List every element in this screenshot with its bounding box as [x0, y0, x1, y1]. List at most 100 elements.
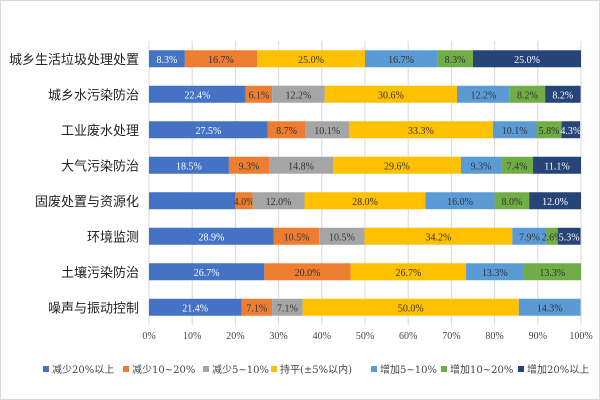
bar-segment [184, 50, 257, 68]
category-label: 固废处置与资源化 [35, 194, 139, 210]
x-tick-label: 20% [226, 331, 244, 342]
bar-segment [501, 156, 534, 174]
data-label: 8.3% [445, 55, 466, 66]
data-label: 16.0% [447, 197, 473, 208]
data-label: 20.0% [295, 268, 321, 279]
bar-segment [425, 192, 495, 210]
x-tick-label: 90% [529, 331, 547, 342]
data-label: 29.6% [384, 161, 410, 172]
bar-segment [149, 263, 265, 281]
bar-segment [252, 192, 305, 210]
x-tick-label: 80% [485, 331, 503, 342]
data-label: 8.2% [517, 90, 538, 101]
data-label: 26.7% [395, 268, 421, 279]
x-tick-label: 100% [569, 331, 592, 342]
bar-segment [272, 298, 303, 316]
bar-segment [319, 227, 365, 245]
data-label: 6.1% [249, 90, 270, 101]
data-label: 14.3% [537, 303, 563, 314]
bar-segment [457, 85, 510, 103]
data-label: 8.3% [157, 55, 178, 66]
data-label: 25.0% [514, 55, 540, 66]
data-label: 12.0% [542, 197, 568, 208]
legend-swatch [441, 366, 447, 372]
legend-label: 增加5~10% [380, 363, 437, 376]
data-label: 22.4% [184, 90, 210, 101]
bar-segment [305, 121, 350, 139]
data-label: 21.4% [182, 303, 208, 314]
data-label: 11.1% [544, 161, 569, 172]
bar-segment [149, 192, 236, 210]
data-label: 8.0% [501, 197, 522, 208]
data-label: 10.1% [502, 126, 528, 137]
data-label: 8.7% [276, 126, 297, 137]
bar-segment [149, 85, 246, 103]
data-label: 9.3% [239, 161, 260, 172]
bar-segment [269, 156, 334, 174]
bar-segment [302, 298, 519, 316]
data-label: 12.2% [286, 90, 312, 101]
data-label: 5.8% [539, 126, 560, 137]
bar-segment [264, 263, 351, 281]
legend-label: 减少5~10% [212, 364, 269, 376]
bar-segment [350, 263, 467, 281]
bar-segment [349, 121, 493, 139]
bar-segment [257, 50, 365, 68]
data-label: 33.3% [408, 126, 434, 137]
bar-segment [273, 227, 320, 245]
bar-segment [466, 263, 524, 281]
category-label: 大气污染防治 [61, 158, 139, 174]
data-label: 18.5% [176, 161, 202, 172]
data-label: 34.2% [426, 232, 452, 243]
bar-segment [494, 192, 530, 210]
bar-segment [241, 298, 273, 316]
data-label: 25.0% [298, 55, 324, 66]
bar-segment [523, 263, 581, 281]
bar-segment [228, 156, 270, 174]
data-label: 28.0% [352, 197, 378, 208]
data-label: 12.0% [266, 197, 292, 208]
category-label: 环境监测 [87, 230, 139, 245]
bar-segment [545, 85, 581, 103]
bar-segment [509, 85, 546, 103]
data-label: 12.2% [470, 90, 496, 101]
bar-segment [518, 298, 581, 316]
data-label: 16.7% [388, 55, 414, 66]
bar-segment [324, 85, 458, 103]
data-label: 16.7% [208, 55, 234, 66]
bar-segment [149, 50, 185, 68]
data-label: 13.3% [539, 268, 565, 279]
bar-segment [364, 227, 513, 245]
bar-segment [365, 50, 438, 68]
bar-segment [267, 121, 306, 139]
bar-segment [149, 227, 274, 245]
category-label: 城乡生活垃圾处理处置 [9, 53, 139, 68]
data-label: 2.6% [542, 232, 563, 243]
legend-swatch [203, 366, 209, 372]
bar-segment [460, 156, 502, 174]
legend-label: 减少20%以上 [52, 364, 114, 376]
category-label: 工业废水处理 [61, 123, 139, 139]
bar-segment [557, 227, 581, 245]
legend-label: 增加10~20% [450, 363, 513, 376]
legend-swatch [123, 366, 129, 372]
data-label: 26.7% [194, 268, 220, 279]
x-tick-label: 30% [269, 331, 287, 342]
bar-segment [473, 50, 581, 68]
bar-segment [235, 192, 253, 210]
legend-swatch [271, 366, 277, 372]
bar-segment [245, 85, 273, 103]
category-label: 城乡水污染防治 [48, 87, 139, 103]
bar-segment [149, 121, 268, 139]
legend-swatch [371, 366, 377, 372]
x-tick-label: 70% [442, 331, 460, 342]
x-tick-label: 60% [399, 331, 417, 342]
legend-swatch [43, 366, 49, 372]
bar-segment [546, 227, 558, 245]
legend-label: 增加20%以上 [527, 363, 589, 376]
legend-label: 减少10~20% [132, 364, 195, 376]
bar-segment [149, 298, 242, 316]
legend-swatch [518, 366, 524, 372]
